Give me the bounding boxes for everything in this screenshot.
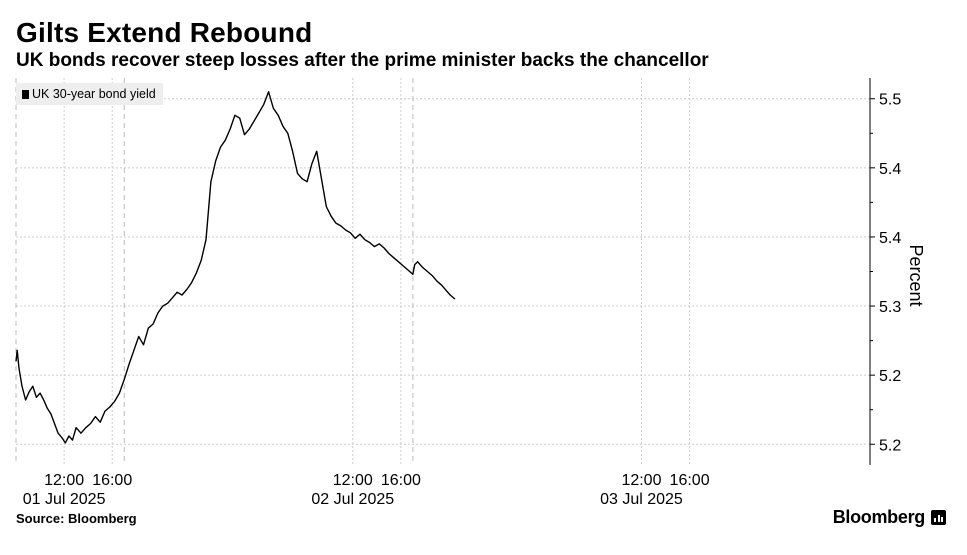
y-tick-label: 5.4 [879,230,901,247]
x-tick-label: 12:00 [621,472,661,489]
y-axis-title: Percent [906,244,926,306]
x-tick-label: 12:00 [333,472,373,489]
x-date-label: 03 Jul 2025 [600,491,683,508]
y-tick-label: 5.2 [879,368,901,385]
legend-swatch [22,89,29,99]
legend: UK 30-year bond yield [16,83,163,105]
y-tick-label: 5.5 [879,92,901,109]
y-tick-label: 5.4 [879,161,901,178]
legend-label: UK 30-year bond yield [32,87,156,101]
chart-subtitle: UK bonds recover steep losses after the … [16,50,709,71]
x-tick-label: 16:00 [92,472,132,489]
source-note: Source: Bloomberg [16,511,137,526]
x-tick-label: 16:00 [670,472,710,489]
bloomberg-chart-icon [931,510,946,525]
x-date-label: 02 Jul 2025 [311,491,394,508]
bloomberg-logo: Bloomberg [832,507,926,527]
x-tick-label: 16:00 [381,472,421,489]
grid-layer [15,78,870,465]
chart-title: Gilts Extend Rebound [16,17,313,48]
series-layer [15,91,456,444]
series-line-uk-30y [15,91,456,444]
axis-layer: 5.2 5.2 5.3 5.4 5.4 5.5 12:00 01 Jul 2025 16:00 1… [23,78,926,508]
y-tick-label: 5.2 [879,437,901,454]
y-tick-label: 5.3 [879,299,901,316]
x-date-label: 01 Jul 2025 [23,491,106,508]
x-tick-label: 12:00 [44,472,84,489]
